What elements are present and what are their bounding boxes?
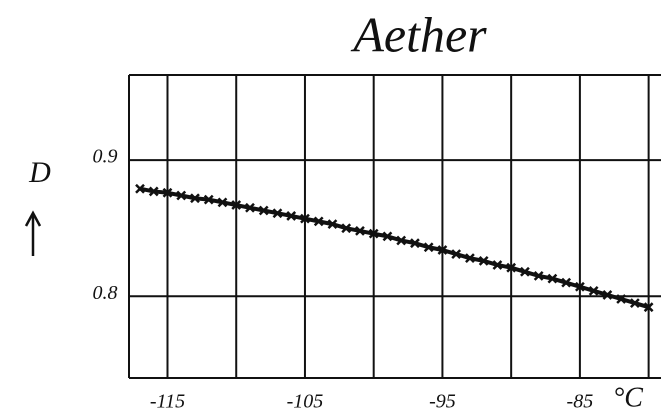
data-point [368,228,379,239]
data-point [437,245,448,255]
x-tick-label: -85 [567,391,594,413]
data-point [382,231,393,242]
data-point [313,216,324,227]
data-point [203,194,214,205]
y-tick-label: 0.9 [93,146,118,168]
data-point [465,253,475,264]
x-tick-label: -95 [429,391,456,413]
data-point [176,190,187,201]
data-point [135,183,145,194]
data-point [148,186,159,197]
data-point [410,238,420,249]
chart-title: Aether [350,6,487,62]
y-tick-label: 0.8 [93,282,118,304]
data-point [258,205,269,216]
data-point [300,213,310,224]
data-point [451,249,462,259]
data-point [231,200,242,210]
data-line [139,186,650,310]
data-point [423,242,434,253]
data-point [272,208,283,219]
data-point [629,298,640,308]
data-point [478,256,489,266]
data-point [190,193,200,204]
x-tick-label: -105 [287,391,324,413]
data-point [506,262,517,273]
data-point [245,202,255,213]
data-point [643,302,654,313]
x-tick-label: -115 [150,391,185,413]
data-point [286,211,297,221]
data-point [575,281,585,292]
data-point [520,266,530,277]
data-point [355,226,365,236]
data-point [396,235,407,246]
data-point [616,294,627,304]
data-point [492,260,503,270]
y-axis-label: D [28,156,51,189]
data-point [602,290,613,300]
data-point [588,285,599,296]
data-point [533,270,544,281]
x-axis-label: °C [613,382,643,413]
data-point [162,187,173,198]
y-arrow [24,210,42,256]
data-point [341,223,352,234]
data-point [547,273,558,284]
data-point [217,197,228,208]
data-point [327,219,338,230]
data-point [561,277,572,288]
